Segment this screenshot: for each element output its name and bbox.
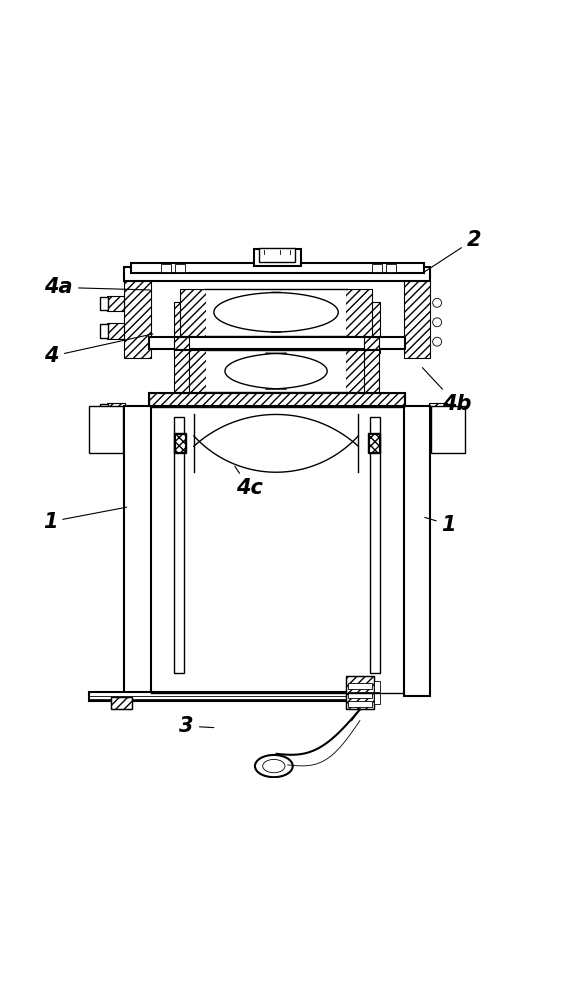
Bar [348,701,371,707]
Bar [361,302,380,353]
Bar [107,403,125,421]
Bar [100,324,108,338]
Bar [369,434,379,452]
Bar [149,393,405,406]
Bar [124,281,150,358]
Text: 4: 4 [44,334,153,366]
Text: 1: 1 [425,515,456,535]
Bar [89,406,123,453]
Bar [446,404,454,421]
Bar [174,433,186,453]
Bar [364,350,379,392]
Bar [364,337,379,349]
Bar [431,406,466,453]
Bar [111,697,132,709]
Bar [259,248,295,262]
Bar [429,403,447,421]
Bar [368,433,380,453]
Bar [206,289,346,336]
Bar [100,404,108,421]
Text: 4a: 4a [44,277,150,297]
Bar [346,350,372,392]
Bar [206,350,346,392]
Bar [372,264,382,272]
Bar [149,393,405,406]
Bar [107,323,124,339]
Bar [404,281,430,358]
Text: 2: 2 [425,230,481,272]
Bar [374,681,380,692]
Bar [346,289,372,336]
Text: 4c: 4c [235,466,263,498]
Text: 4b: 4b [422,368,471,414]
Bar [374,693,380,704]
Bar [346,676,374,709]
Bar [107,296,124,311]
Bar [346,676,374,709]
Bar [131,263,424,273]
Bar [111,697,132,709]
Bar [149,337,405,349]
Bar [370,417,380,673]
Ellipse shape [255,755,293,777]
Bar [174,302,194,353]
Text: 3: 3 [180,716,214,736]
Bar [124,406,150,696]
Bar [404,406,430,696]
Bar [386,264,396,272]
Text: 1: 1 [43,507,127,532]
Bar [161,264,171,272]
Bar [174,337,190,349]
Bar [175,434,185,452]
Bar [100,297,108,310]
Bar [175,264,185,272]
Bar [254,249,301,266]
Bar [180,289,206,336]
Ellipse shape [263,759,285,773]
Bar [180,350,206,392]
Bar [89,692,361,701]
Bar [174,350,190,392]
Bar [174,417,184,673]
Bar [348,683,371,689]
Bar [124,267,430,281]
Bar [348,692,371,698]
